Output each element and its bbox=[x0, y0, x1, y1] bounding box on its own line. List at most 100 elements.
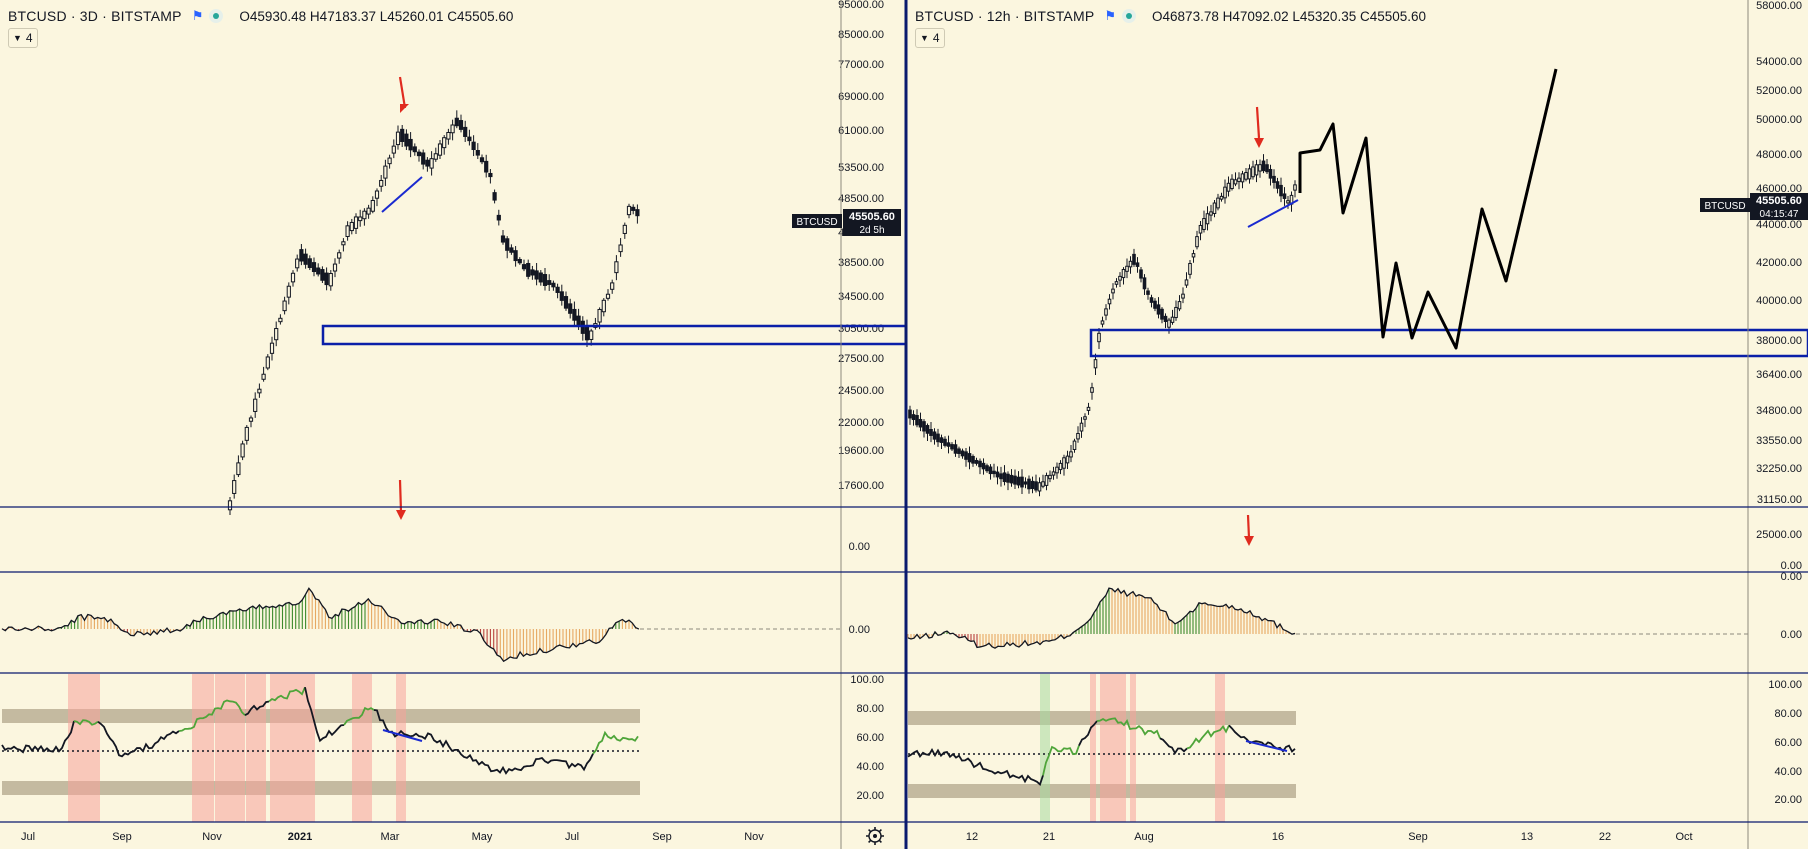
rsi-line bbox=[1228, 724, 1296, 753]
time-tick-label: Nov bbox=[202, 831, 222, 843]
price-tick-label: 44000.00 bbox=[1756, 219, 1802, 231]
flag-icon[interactable]: ⚑ bbox=[191, 8, 204, 23]
time-tick-label: Oct bbox=[1675, 831, 1692, 843]
rsi-shade bbox=[1100, 674, 1126, 822]
right-indicator-toggle[interactable]: ▼ 4 bbox=[915, 28, 945, 48]
candle-up bbox=[1191, 253, 1196, 258]
price-tick-label: 52000.00 bbox=[1756, 85, 1802, 97]
price-tick-label: 50000.00 bbox=[1756, 114, 1802, 126]
candle-up bbox=[1209, 211, 1213, 216]
candle-down bbox=[1265, 164, 1269, 173]
candle-down bbox=[1156, 304, 1161, 315]
candle-down bbox=[475, 150, 480, 156]
left-main-pane[interactable] bbox=[227, 76, 908, 516]
left-rsi-pane[interactable] bbox=[1, 674, 640, 822]
right-oscillator-pane[interactable] bbox=[907, 587, 1748, 649]
right-price-axis[interactable]: 58000.00 54000.00 52000.00 50000.00 48000.00… bbox=[1756, 0, 1802, 806]
candle-down bbox=[538, 272, 543, 283]
left-ohlc-values: O45930.48 H47183.37 L45260.01 C45505.60 bbox=[239, 8, 514, 24]
candle-up bbox=[337, 252, 342, 259]
price-tick-label: 42000.00 bbox=[1756, 257, 1802, 269]
candle-up bbox=[286, 285, 291, 298]
annotation-arrow-head bbox=[1254, 138, 1264, 148]
right-volume-pane[interactable] bbox=[1244, 514, 1254, 546]
candle-up bbox=[353, 216, 359, 229]
candle-down bbox=[1034, 481, 1038, 491]
candle-down bbox=[526, 262, 531, 277]
trendline bbox=[1245, 740, 1288, 752]
candle-down bbox=[911, 414, 916, 421]
right-rsi-pane[interactable] bbox=[907, 674, 1296, 822]
candle-down bbox=[925, 425, 930, 434]
flag-icon[interactable]: ⚑ bbox=[1104, 8, 1117, 23]
symbol-tag-label: BTCUSD bbox=[1704, 201, 1745, 212]
candle-up bbox=[1216, 197, 1220, 209]
candle-up bbox=[446, 131, 451, 140]
candle-up bbox=[1293, 184, 1297, 191]
left-price-axis[interactable]: 95000.00 85000.00 77000.00 69000.00 61000.00… bbox=[838, 0, 884, 802]
price-tags: BTCUSD 45505.60 2d 5h BTCUSD 45505.60 04:15:4… bbox=[792, 193, 1808, 236]
candle-down bbox=[509, 247, 514, 253]
trendline bbox=[381, 176, 423, 213]
candle-up bbox=[1233, 179, 1238, 185]
settings-gear-icon[interactable] bbox=[866, 827, 884, 845]
candle-up bbox=[1037, 482, 1042, 492]
rsi-shade bbox=[1215, 674, 1225, 822]
candle-down bbox=[929, 428, 933, 436]
candle-down bbox=[408, 138, 413, 151]
right-main-pane[interactable] bbox=[908, 68, 1808, 497]
candle-down bbox=[995, 471, 1000, 478]
right-indicator-count: 4 bbox=[932, 31, 940, 45]
candle-up bbox=[1086, 406, 1091, 411]
right-symbol-label[interactable]: BTCUSD · 12h · BITSTAMP bbox=[915, 8, 1095, 24]
rsi-shade bbox=[215, 674, 245, 822]
candle-up bbox=[269, 342, 275, 354]
last-price-box bbox=[1750, 193, 1808, 220]
rsi-line bbox=[97, 720, 180, 758]
left-symbol-label[interactable]: BTCUSD · 3D · BITSTAMP bbox=[8, 8, 182, 24]
rsi-line bbox=[1159, 737, 1188, 755]
candle-up bbox=[1219, 195, 1224, 200]
candle-down bbox=[967, 453, 972, 463]
time-axes[interactable]: Jul Sep Nov 2021 Mar May Jul Sep Nov 12 21 Aug 16 Sep… bbox=[21, 831, 1693, 843]
right-ohlc-values: O46873.78 H47092.02 L45320.35 C45505.60 bbox=[1152, 8, 1427, 24]
candle-up bbox=[362, 210, 367, 220]
candle-up bbox=[1041, 481, 1045, 487]
time-tick-label: 22 bbox=[1599, 831, 1611, 843]
candle-up bbox=[253, 398, 258, 412]
rsi-shade bbox=[68, 674, 100, 822]
candle-up bbox=[391, 145, 396, 154]
rsi-line bbox=[178, 699, 246, 732]
candle-down bbox=[1268, 168, 1273, 179]
candle-down bbox=[1282, 193, 1287, 199]
left-indicator-toggle[interactable]: ▼ 4 bbox=[8, 28, 38, 48]
candle-down bbox=[1279, 184, 1283, 197]
candle-down bbox=[521, 264, 527, 270]
candle-down bbox=[1160, 308, 1164, 320]
candle-up bbox=[1055, 466, 1059, 474]
left-volume-pane[interactable] bbox=[345, 479, 406, 530]
rsi-shade bbox=[270, 674, 315, 822]
candle-down bbox=[981, 462, 986, 470]
time-tick-label: Aug bbox=[1134, 831, 1154, 843]
candle-up bbox=[236, 462, 241, 476]
price-tick-label: 85000.00 bbox=[838, 29, 884, 41]
left-oscillator-pane[interactable] bbox=[1, 587, 841, 663]
candle-up bbox=[240, 443, 245, 458]
price-tick-label: 53500.00 bbox=[838, 162, 884, 174]
candle-down bbox=[1016, 476, 1021, 486]
candle-down bbox=[960, 450, 965, 457]
candle-down bbox=[572, 308, 577, 321]
right-chart-header: BTCUSD · 12h · BITSTAMP ⚑ O46873.78 H470… bbox=[915, 5, 1426, 27]
candle-up bbox=[1181, 293, 1185, 299]
oscillator-tick-label: 0.00 bbox=[1781, 571, 1802, 583]
candle-down bbox=[1272, 175, 1276, 183]
candle-down bbox=[1146, 290, 1150, 295]
candle-up bbox=[622, 224, 627, 234]
candle-down bbox=[964, 451, 968, 460]
rsi-shade bbox=[1130, 674, 1136, 822]
candle-up bbox=[1100, 320, 1105, 325]
last-price-label: 45505.60 bbox=[1756, 195, 1802, 207]
candle-up bbox=[1107, 298, 1112, 305]
